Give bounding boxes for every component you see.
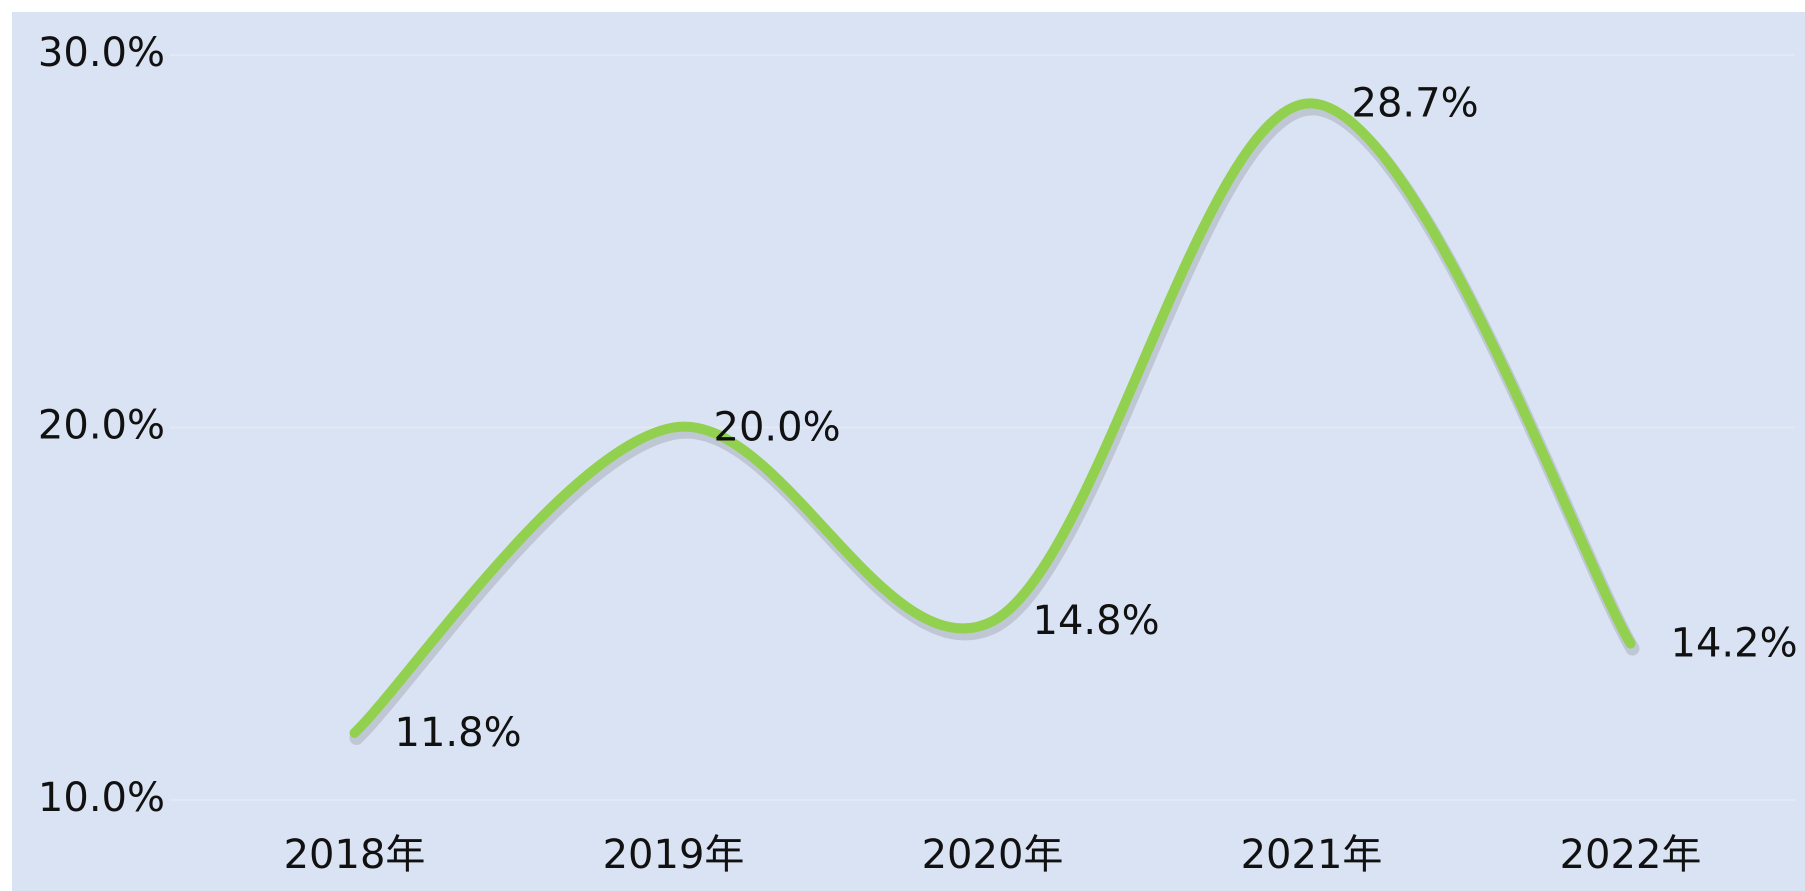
plot-background <box>12 12 1805 891</box>
y-tick-label: 10.0% <box>38 775 165 821</box>
data-label: 14.8% <box>1033 598 1160 644</box>
data-label: 11.8% <box>395 710 522 756</box>
x-tick-label: 2018年 <box>284 832 426 878</box>
x-tick-label: 2022年 <box>1560 832 1702 878</box>
data-line <box>349 98 1636 738</box>
data-label: 20.0% <box>714 405 841 451</box>
x-tick-label: 2019年 <box>603 832 745 878</box>
y-tick-label: 30.0% <box>38 30 165 76</box>
y-tick-label: 20.0% <box>38 403 165 449</box>
x-tick-label: 2020年 <box>922 832 1064 878</box>
data-label: 14.2% <box>1671 621 1798 667</box>
x-tick-label: 2021年 <box>1241 832 1383 878</box>
data-label: 28.7% <box>1352 80 1479 126</box>
